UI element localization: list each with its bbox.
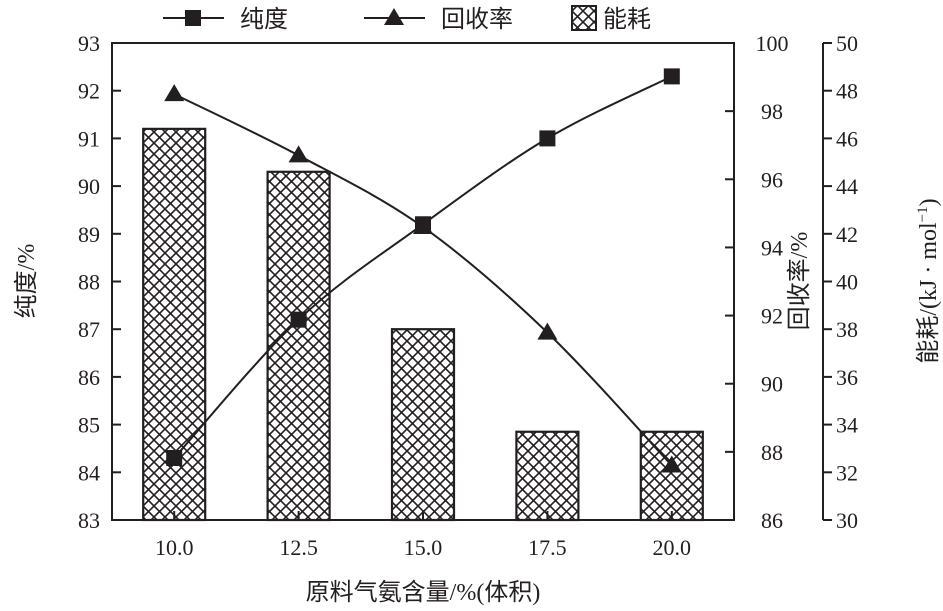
axis-label-purity: 纯度/% — [13, 244, 40, 319]
tick-label-recovery-92: 92 — [761, 304, 783, 329]
legend-marker-energy — [571, 5, 597, 31]
tick-label-energy-38: 38 — [836, 317, 858, 342]
tick-label-purity-84: 84 — [78, 460, 100, 485]
axis-x: 10.0 12.5 15.0 17.5 20.0 原料气氨含量/%(体积) — [155, 511, 691, 606]
tick-label-purity-88: 88 — [78, 270, 100, 295]
tick-label-purity-89: 89 — [78, 222, 100, 247]
marker-recovery-10.0 — [164, 84, 185, 102]
tick-label-purity-91: 91 — [78, 126, 100, 151]
axis-label-energy: 能耗/(kJ · mol−1) — [915, 198, 942, 363]
tick-label-recovery-96: 96 — [761, 167, 783, 192]
tick-label-x-15.0: 15.0 — [404, 535, 443, 560]
tick-label-recovery-100: 100 — [756, 31, 789, 56]
tick-label-recovery-86: 86 — [761, 508, 783, 533]
tick-label-recovery-90: 90 — [761, 372, 783, 397]
marker-recovery-15.0 — [413, 216, 433, 234]
tick-label-energy-40: 40 — [836, 270, 858, 295]
tick-label-energy-30: 30 — [836, 508, 858, 533]
tick-label-x-12.5: 12.5 — [279, 535, 318, 560]
marker-recovery-12.5 — [288, 145, 309, 163]
tick-label-purity-85: 85 — [78, 413, 100, 438]
marker-recovery-17.5 — [537, 322, 558, 340]
tick-label-recovery-94: 94 — [761, 235, 783, 260]
legend-label-1: 回收率 — [441, 6, 513, 33]
tick-label-purity-93: 93 — [78, 31, 100, 56]
legend-label-2: 能耗 — [603, 6, 651, 33]
axis-label-recovery: 回收率/% — [786, 232, 813, 331]
tick-label-energy-48: 48 — [836, 79, 858, 104]
line-series — [164, 68, 682, 473]
tick-label-purity-87: 87 — [78, 317, 100, 342]
tick-label-purity-90: 90 — [78, 174, 100, 199]
marker-purity-20.0 — [663, 68, 680, 85]
tick-label-x-17.5: 17.5 — [528, 535, 567, 560]
marker-recovery-20.0 — [661, 455, 682, 473]
marker-purity-12.5 — [290, 311, 307, 328]
tick-label-energy-32: 32 — [836, 460, 858, 485]
bar-12.5 — [266, 170, 331, 522]
bar-15.0 — [390, 328, 456, 522]
tick-label-energy-34: 34 — [836, 413, 858, 438]
tick-label-x-10.0: 10.0 — [155, 535, 194, 560]
bar-20.0 — [639, 430, 704, 522]
axis-energy: 30 32 34 36 38 40 42 44 46 48 50 能耗/(kJ · mol−1) — [822, 31, 942, 533]
tick-label-energy-46: 46 — [836, 126, 858, 151]
legend-label-0: 纯度 — [240, 6, 288, 33]
axis-label-x: 原料气氨含量/%(体积) — [306, 579, 541, 606]
axis-recovery: 86 88 90 92 94 96 98 100 回收率/% — [725, 31, 813, 533]
tick-label-purity-83: 83 — [78, 508, 100, 533]
tick-label-energy-42: 42 — [836, 222, 858, 247]
tick-label-purity-86: 86 — [78, 365, 100, 390]
tick-label-recovery-88: 88 — [761, 440, 783, 465]
tick-label-purity-92: 92 — [78, 79, 100, 104]
tick-label-energy-44: 44 — [836, 174, 858, 199]
axis-purity: 83 84 85 86 87 88 89 90 91 92 93 纯度/% — [13, 31, 121, 533]
marker-purity-17.5 — [539, 130, 556, 147]
tick-label-x-20.0: 20.0 — [653, 535, 692, 560]
marker-purity-10.0 — [166, 449, 183, 466]
legend-marker-purity — [185, 10, 201, 26]
legend-marker-recovery — [384, 8, 404, 25]
tick-label-recovery-98: 98 — [761, 99, 783, 124]
bars-energy — [142, 127, 704, 522]
legend: 纯度 回收率 能耗 — [163, 5, 651, 33]
tick-label-energy-36: 36 — [836, 365, 858, 390]
tick-label-energy-50: 50 — [836, 31, 858, 56]
bar-17.5 — [515, 430, 580, 522]
